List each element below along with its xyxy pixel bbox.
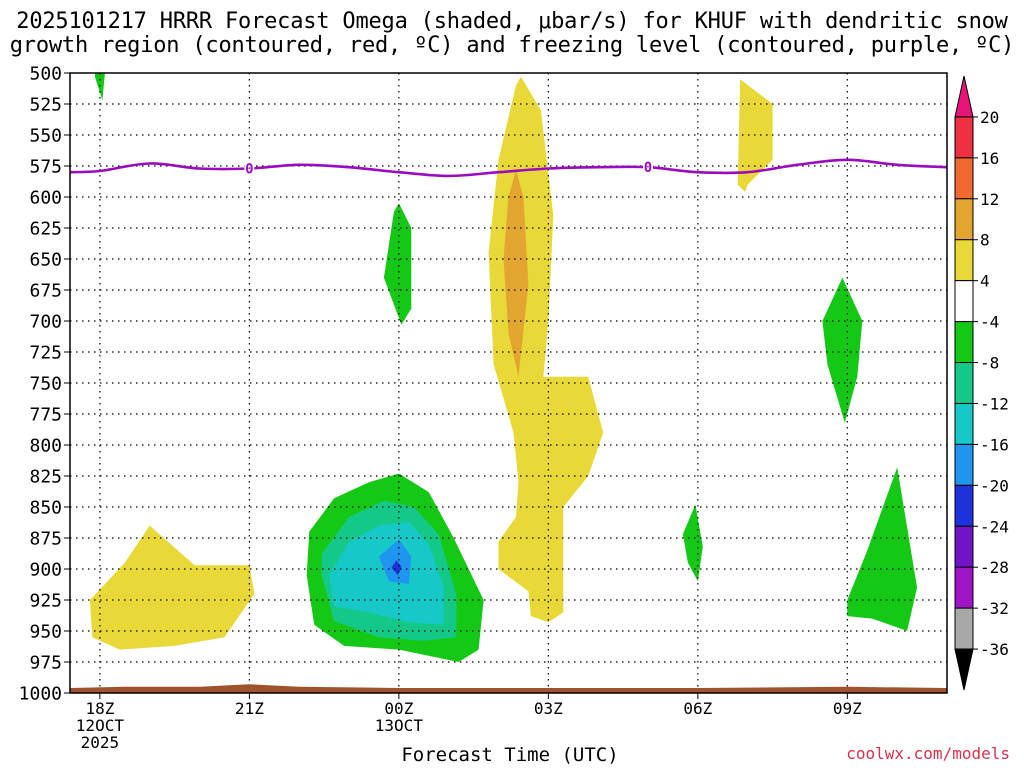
y-tick-label-775: 775 <box>29 405 62 426</box>
freezing-level-label-1: 0 <box>644 160 652 176</box>
y-tick-label-575: 575 <box>29 157 62 178</box>
x-tick-label-0-2: 2025 <box>81 733 120 752</box>
y-tick-label-675: 675 <box>29 281 62 302</box>
colorbar-swatch-10 <box>954 484 974 527</box>
colorbar-tick-label-11: -28 <box>980 558 1009 577</box>
y-tick-label-725: 725 <box>29 343 62 364</box>
colorbar-swatch-2 <box>954 157 974 200</box>
colorbar-tick-label-3: 8 <box>980 231 990 250</box>
colorbar-swatch-8 <box>954 402 974 445</box>
colorbar-tick-label-12: -32 <box>980 599 1009 618</box>
y-tick-label-825: 825 <box>29 467 62 488</box>
freezing-level-label-0: 0 <box>245 161 253 177</box>
omega-region-green-top-left <box>94 73 105 101</box>
colorbar-tick-label-2: 12 <box>980 190 999 209</box>
x-tick-label-12-0: 06Z <box>683 699 712 718</box>
credit-link[interactable]: coolwx.com/models <box>846 744 1010 763</box>
terrain-ground <box>70 684 947 693</box>
y-tick-label-625: 625 <box>29 219 62 240</box>
omega-region-green-low-09z <box>847 467 918 631</box>
chart-title-line-2: growth region (contoured, red, ºC) and f… <box>9 33 1015 58</box>
x-tick-label-0-1: 12OCT <box>76 716 125 735</box>
freezing-level-line <box>70 158 947 178</box>
y-tick-label-650: 650 <box>29 250 62 271</box>
colorbar-swatch-9 <box>954 443 974 486</box>
omega-region-green-mid-00z <box>383 203 412 325</box>
colorbar-tick-label-8: -16 <box>980 435 1009 454</box>
colorbar-tick-label-10: -24 <box>980 517 1009 536</box>
omega-region-orange-plume-02z <box>503 169 529 377</box>
omega-region-yellow-low-left <box>89 525 255 650</box>
x-tick-label-9-0: 03Z <box>534 699 563 718</box>
x-tick-label-3-0: 21Z <box>235 699 264 718</box>
colorbar-swatch-7 <box>954 362 974 404</box>
colorbar-tick-label-6: -8 <box>980 354 999 373</box>
x-axis-label: Forecast Time (UTC) <box>401 744 619 766</box>
y-tick-label-975: 975 <box>29 653 62 674</box>
colorbar-swatch-12 <box>954 566 974 609</box>
freezing-level-label-bg-1 <box>643 159 654 176</box>
colorbar-tick-label-0: 20 <box>980 108 999 127</box>
colorbar-tick-label-4: 4 <box>980 272 990 291</box>
y-tick-label-550: 550 <box>29 126 62 147</box>
omega-region-blue-core-00z <box>378 539 412 584</box>
x-tick-label-0-0: 18Z <box>85 699 114 718</box>
x-tick-label-6-1: 13OCT <box>375 716 424 735</box>
y-tick-label-700: 700 <box>29 312 62 333</box>
colorbar-tick-label-9: -20 <box>980 476 1009 495</box>
colorbar-tick-label-13: -36 <box>980 640 1009 659</box>
colorbar-swatch-0 <box>954 75 974 118</box>
colorbar-swatch-6 <box>954 321 974 364</box>
y-tick-label-525: 525 <box>29 95 62 116</box>
y-tick-label-750: 750 <box>29 374 62 395</box>
freezing-level-label-bg-0 <box>244 160 255 177</box>
chart-title-line-1: 2025101217 HRRR Forecast Omega (shaded, … <box>16 9 1008 34</box>
y-tick-label-925: 925 <box>29 591 62 612</box>
colorbar-tick-label-7: -12 <box>980 394 1009 413</box>
plot-frame <box>69 72 948 694</box>
colorbar-swatch-5 <box>954 280 974 323</box>
omega-region-green-mid-09z <box>822 277 863 423</box>
omega-region-yellow-top-07z <box>737 79 773 192</box>
colorbar-swatch-3 <box>954 198 974 241</box>
y-tick-label-800: 800 <box>29 436 62 457</box>
y-tick-label-875: 875 <box>29 529 62 550</box>
x-tick-label-6-0: 00Z <box>384 699 413 718</box>
colorbar-swatch-1 <box>954 116 974 159</box>
y-tick-label-500: 500 <box>29 64 62 85</box>
colorbar-tick-label-1: 16 <box>980 149 999 168</box>
y-tick-label-850: 850 <box>29 498 62 519</box>
y-tick-label-1000: 1000 <box>19 684 62 705</box>
y-tick-label-600: 600 <box>29 188 62 209</box>
colorbar-swatch-11 <box>954 525 974 568</box>
x-tick-label-15-0: 09Z <box>833 699 862 718</box>
colorbar-tick-label-5: -4 <box>980 313 999 332</box>
y-tick-label-900: 900 <box>29 560 62 581</box>
y-tick-label-950: 950 <box>29 622 62 643</box>
colorbar-swatch-13 <box>954 607 974 650</box>
colorbar-swatch-14 <box>954 648 974 691</box>
colorbar-swatch-4 <box>954 239 974 282</box>
